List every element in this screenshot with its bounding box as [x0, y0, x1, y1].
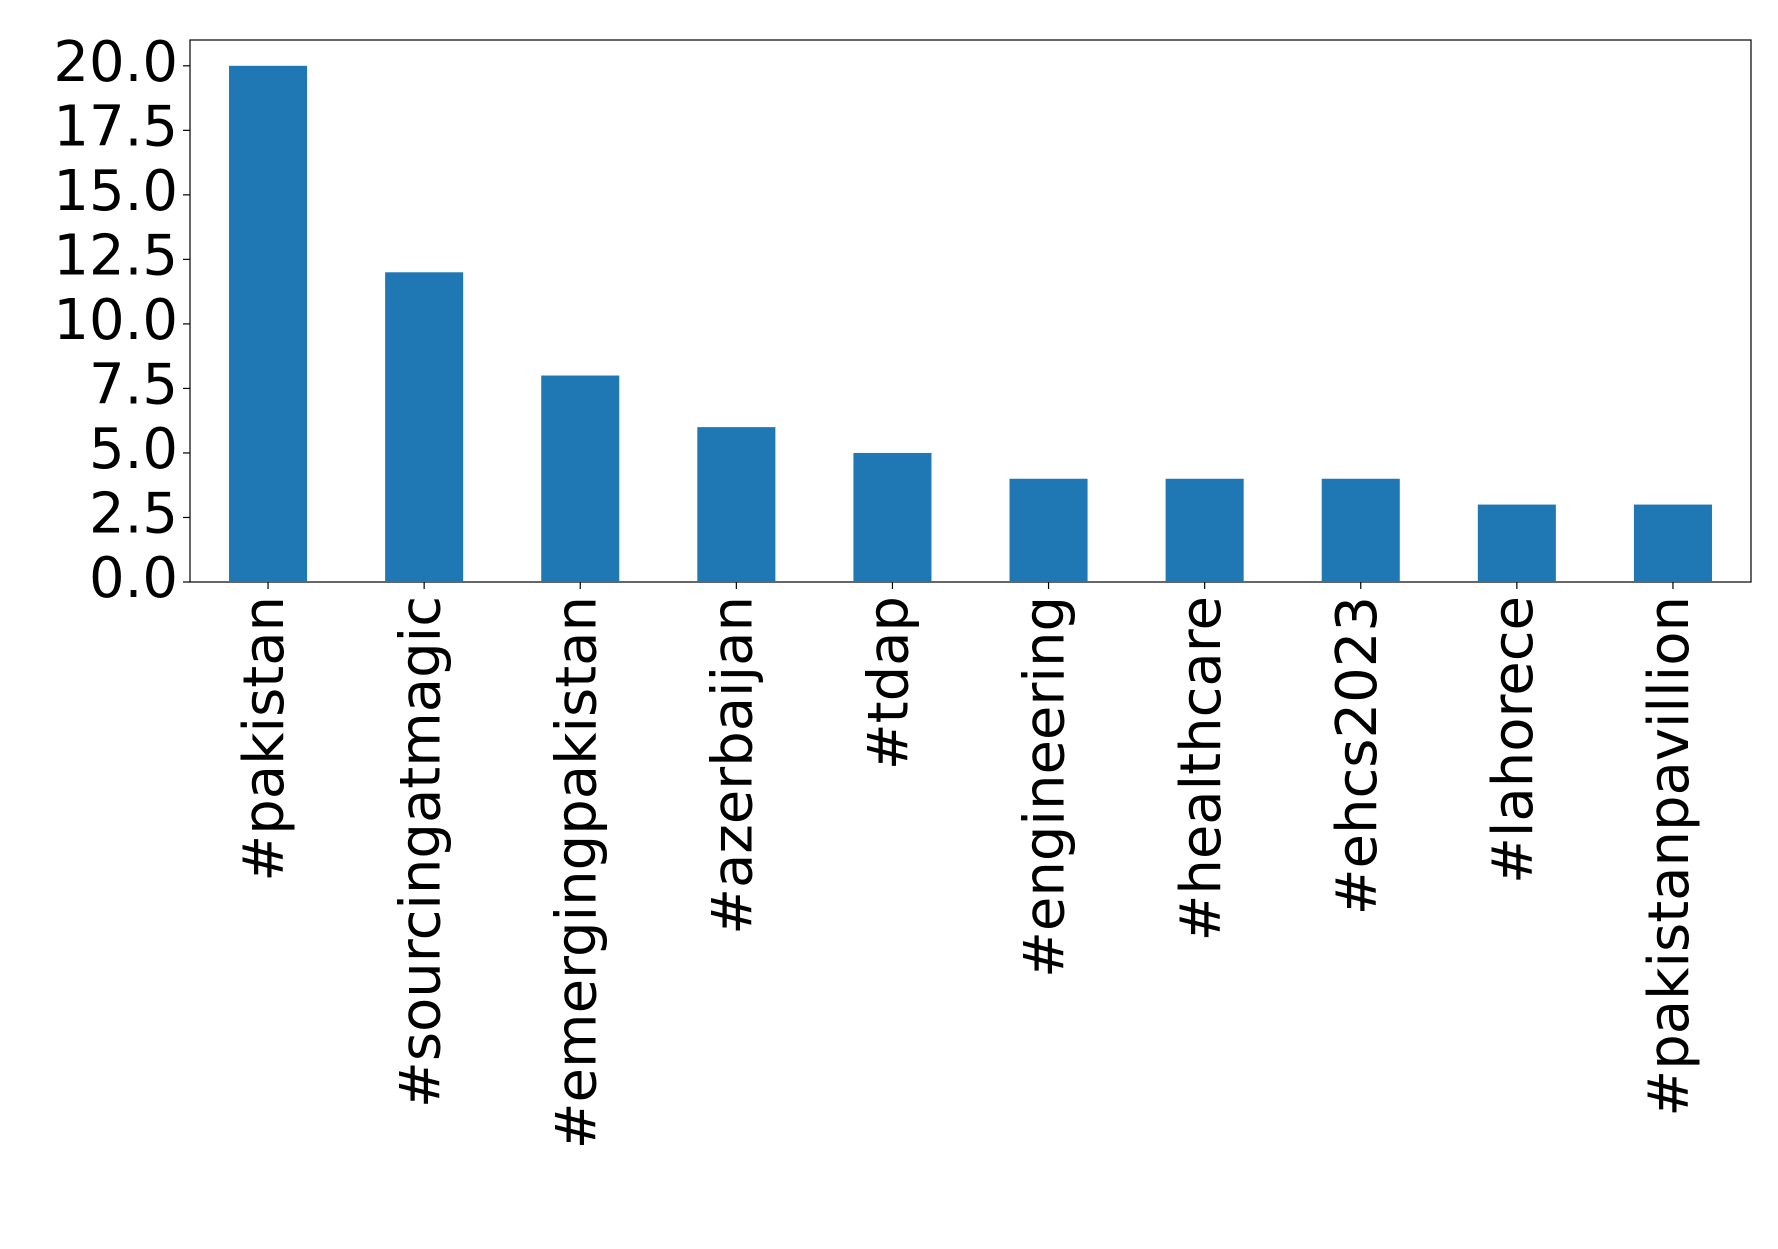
bar [1633, 504, 1712, 582]
bar [1477, 504, 1556, 582]
x-tick-label: #pakistanpavillion [1637, 596, 1702, 1117]
bar [385, 272, 464, 582]
y-tick-label: 17.5 [53, 94, 178, 159]
x-tick-label: #emergingpakistan [544, 596, 609, 1149]
y-tick-label: 15.0 [53, 159, 178, 224]
y-tick-label: 10.0 [53, 288, 178, 353]
bar [697, 427, 776, 582]
bar [541, 375, 620, 582]
y-tick-label: 20.0 [53, 30, 178, 95]
bar [1009, 478, 1088, 582]
y-tick-label: 12.5 [53, 224, 178, 289]
x-tick-label: #lahorece [1481, 596, 1546, 884]
x-tick-label: #healthcare [1169, 596, 1234, 942]
bar [853, 452, 932, 582]
x-tick-label: #pakistan [232, 596, 297, 882]
plot-frame [189, 39, 1752, 583]
x-tick-label: #sourcingatmagic [388, 596, 453, 1108]
y-tick-label: 2.5 [89, 482, 178, 547]
x-tick-label: #azerbaijan [700, 596, 765, 935]
y-tick-label: 7.5 [89, 353, 178, 418]
bar [1321, 478, 1400, 582]
bar [229, 65, 308, 583]
y-tick-label: 5.0 [89, 417, 178, 482]
bar [1165, 478, 1244, 582]
x-tick-label: #engineering [1013, 596, 1078, 978]
y-tick-label: 0.0 [89, 546, 178, 611]
x-tick-label: #tdap [857, 596, 922, 770]
x-tick-label: #ehcs2023 [1325, 596, 1390, 915]
